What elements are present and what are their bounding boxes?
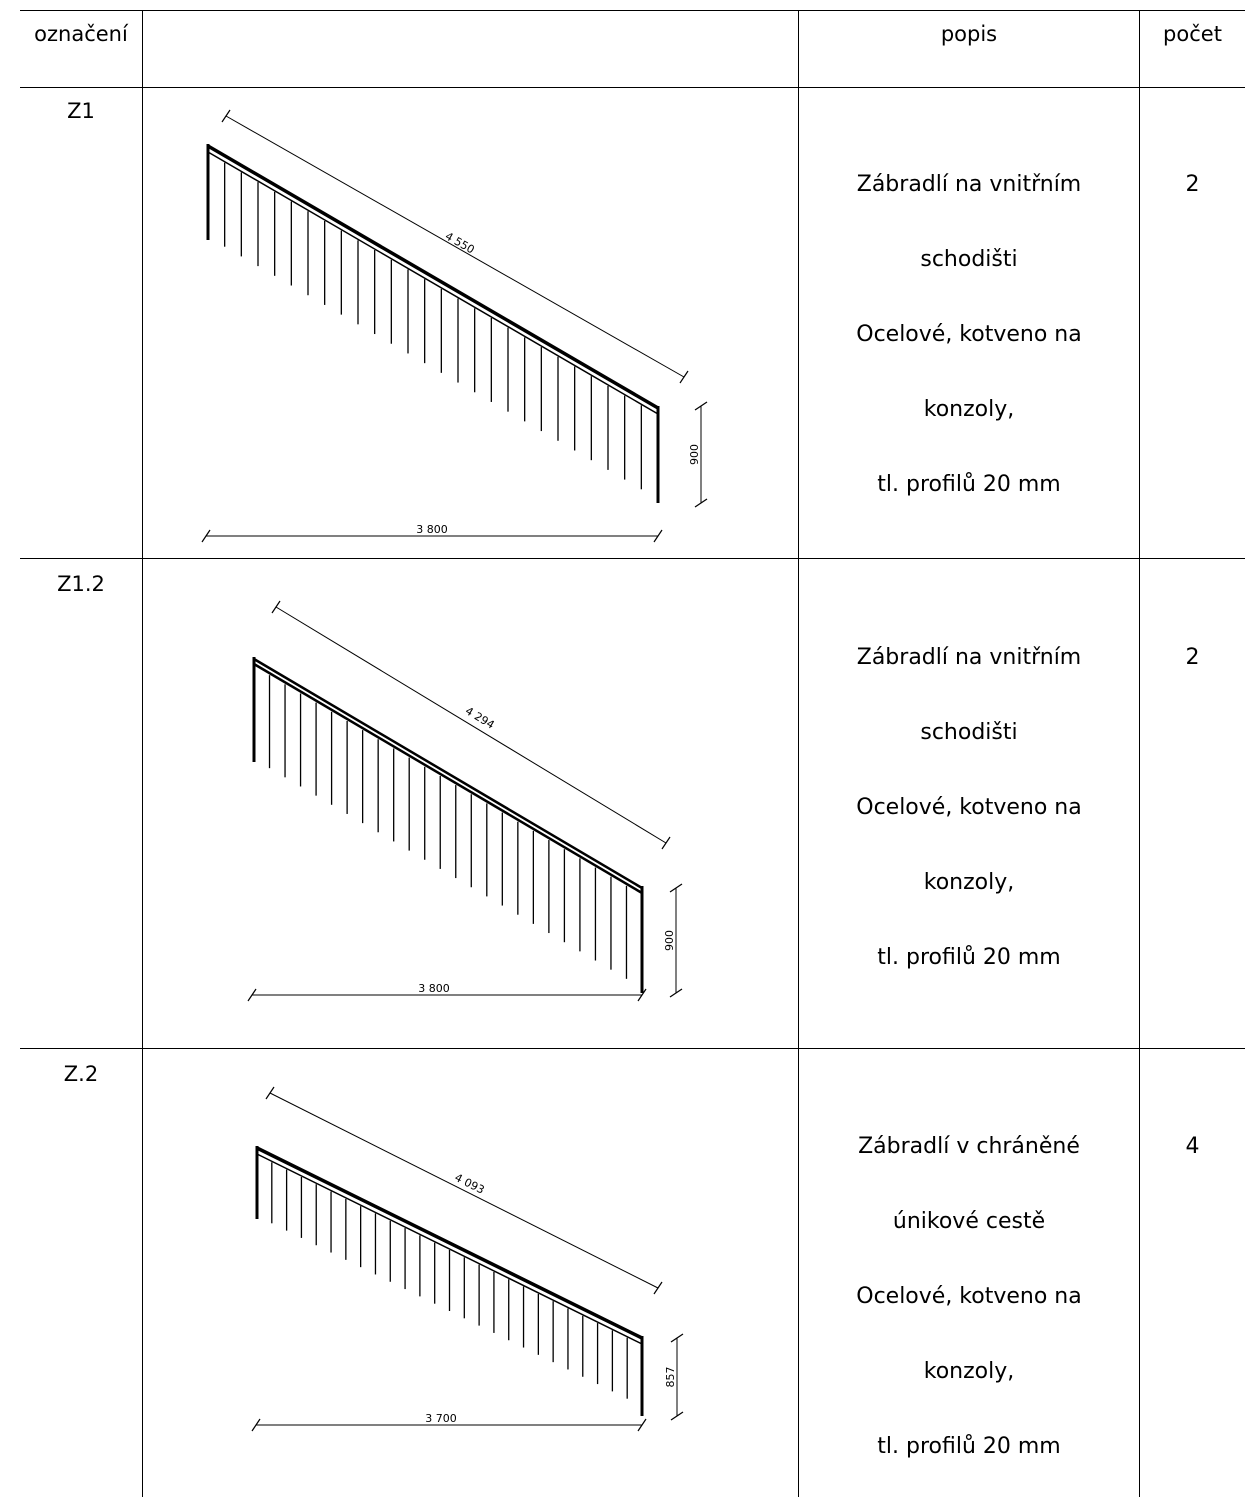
column-divider — [1139, 10, 1140, 1497]
dimension-tick — [637, 988, 647, 1002]
handrail — [253, 657, 643, 890]
description-line: tl. profilů 20 mm — [877, 945, 1061, 970]
height-dimension-label: 900 — [663, 930, 676, 951]
header-bottom-line — [20, 87, 1245, 88]
height-dimension-label: 900 — [688, 444, 701, 465]
description-line: schodišti — [920, 247, 1018, 272]
header-description: popis — [940, 22, 998, 46]
horizontal-dimension-label: 3 800 — [416, 523, 448, 536]
header-count: počet — [1163, 22, 1222, 46]
table-border-top — [20, 10, 1245, 11]
railing-drawing: 4 294 3 800 900 — [247, 600, 683, 1002]
slope-dimension-line — [225, 115, 685, 378]
horizontal-dimension-label: 3 700 — [425, 1412, 457, 1425]
dimension-tick — [271, 600, 281, 614]
dimension-tick — [637, 1418, 647, 1432]
row-count: 2 — [1185, 645, 1200, 670]
row-code: Z1 — [67, 99, 95, 123]
slope-dimension-line — [269, 1092, 659, 1289]
description-line: tl. profilů 20 mm — [877, 472, 1061, 497]
row-code: Z.2 — [63, 1062, 99, 1086]
handrail-lower — [256, 1153, 643, 1345]
description-line: Ocelové, kotveno na — [856, 1284, 1082, 1309]
column-divider — [798, 10, 799, 1497]
handrail — [207, 144, 659, 410]
height-dimension-label: 857 — [664, 1367, 677, 1388]
description-line: tl. profilů 20 mm — [877, 1434, 1061, 1459]
slope-dimension-label: 4 294 — [463, 704, 497, 731]
railing-drawing: 4 550 3 800 900 — [201, 109, 708, 543]
header-code: označení — [34, 22, 128, 46]
dimension-tick — [670, 1333, 684, 1343]
column-divider — [142, 10, 143, 1497]
row-count: 2 — [1185, 172, 1200, 197]
dimension-tick — [670, 1411, 684, 1421]
dimension-tick — [201, 529, 211, 543]
dimension-tick — [247, 988, 257, 1002]
dimension-tick — [653, 1281, 663, 1295]
handrail-lower — [253, 662, 643, 895]
dimension-tick — [679, 370, 689, 384]
description-line: Ocelové, kotveno na — [856, 795, 1082, 820]
dimension-tick — [694, 401, 708, 411]
dimension-tick — [251, 1418, 261, 1432]
description-line: únikové cestě — [892, 1209, 1046, 1234]
description-line: konzoly, — [923, 1359, 1015, 1384]
row-divider — [20, 1048, 1245, 1049]
description-line: konzoly, — [923, 397, 1015, 422]
dimension-tick — [653, 529, 663, 543]
handrail-lower — [207, 151, 659, 415]
row-divider — [20, 558, 1245, 559]
description-line: Zábradlí v chráněné — [858, 1134, 1080, 1159]
dimension-tick — [265, 1086, 275, 1100]
description-line: konzoly, — [923, 870, 1015, 895]
dimension-tick — [694, 498, 708, 508]
handrail — [256, 1146, 643, 1340]
slope-dimension-label: 4 550 — [443, 230, 477, 257]
description-line: schodišti — [920, 720, 1018, 745]
slope-dimension-line — [275, 606, 667, 844]
horizontal-dimension-label: 3 800 — [418, 982, 450, 995]
row-code: Z1.2 — [57, 572, 105, 596]
dimension-tick — [669, 988, 683, 998]
dimension-tick — [221, 109, 231, 123]
description-line: Zábradlí na vnitřním — [856, 172, 1082, 197]
description-line: Zábradlí na vnitřním — [856, 645, 1082, 670]
row-count: 4 — [1185, 1134, 1200, 1159]
dimension-tick — [669, 883, 683, 893]
dimension-tick — [661, 836, 671, 850]
description-line: Ocelové, kotveno na — [856, 322, 1082, 347]
